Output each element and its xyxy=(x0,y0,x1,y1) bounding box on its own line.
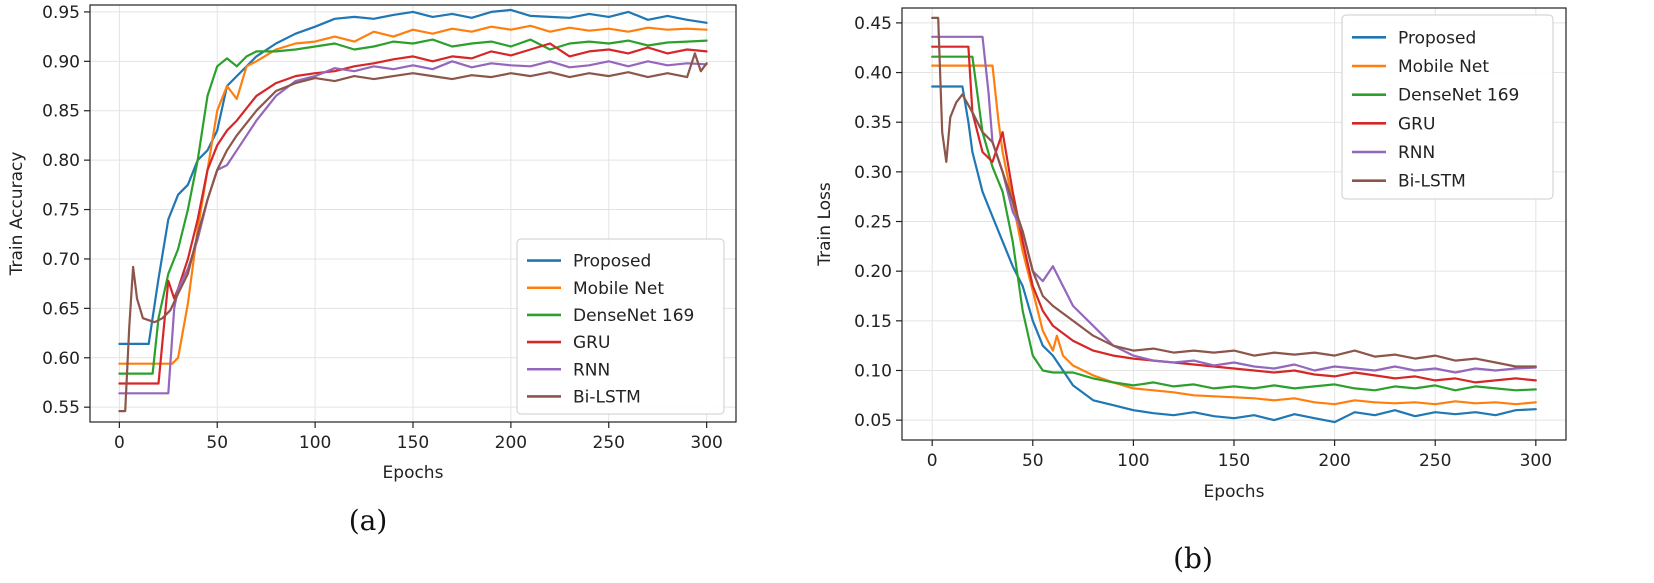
b-y-tick-label-7: 0.40 xyxy=(854,64,892,84)
b-legend: Proposed Mobile Net DenseNet 169 GRU RNN Bi-L… xyxy=(1341,14,1554,200)
b-x-axis-label: Epochs xyxy=(1204,482,1265,502)
a-series-line-proposed xyxy=(118,8,708,345)
a-y-tick-label-7: 0.90 xyxy=(42,52,80,72)
b-series-line-bi-lstm xyxy=(931,16,1537,368)
a-y-axis-label: Train Accuracy xyxy=(7,152,27,277)
b-x-tick-label-0: 0 xyxy=(927,451,938,471)
a-y-tick-label-6: 0.85 xyxy=(42,102,80,122)
a-y-tick-label-8: 0.95 xyxy=(42,3,80,23)
b-y-tick-label-0: 0.05 xyxy=(854,411,892,431)
b-y-tick-label-3: 0.20 xyxy=(854,262,892,282)
a-legend: Proposed Mobile Net DenseNet 169 GRU RNN Bi-L… xyxy=(516,238,725,415)
b-series-line-proposed xyxy=(931,85,1537,424)
a-x-axis-label: Epochs xyxy=(383,463,444,483)
b-y-tick-label-6: 0.35 xyxy=(854,113,892,133)
b-y-tick-label-2: 0.15 xyxy=(854,312,892,332)
b-legend-label-4: RNN xyxy=(1398,143,1435,163)
b-legend-label-5: Bi-LSTM xyxy=(1398,172,1466,192)
chart-a-train-accuracy: 0 50 100 150 200 250 300 0.55 0.60 0.65 0.70 0.75 0.… xyxy=(7,3,737,537)
a-series-line-densenet-169 xyxy=(118,38,708,375)
a-legend-label-3: GRU xyxy=(573,333,610,353)
a-y-tick-label-4: 0.75 xyxy=(42,201,80,221)
b-y-tick-label-8: 0.45 xyxy=(854,14,892,34)
b-y-tick-label-1: 0.10 xyxy=(854,361,892,381)
b-series-line-gru xyxy=(931,45,1537,384)
a-legend-box xyxy=(516,238,725,415)
b-legend-label-0: Proposed xyxy=(1398,28,1476,48)
b-x-tick-label-3: 150 xyxy=(1218,451,1250,471)
b-x-tick-label-5: 250 xyxy=(1419,451,1451,471)
b-y-tick-label-5: 0.30 xyxy=(854,163,892,183)
a-y-tick-label-0: 0.55 xyxy=(42,398,80,418)
a-x-tick-label-2: 100 xyxy=(299,433,331,453)
b-legend-label-2: DenseNet 169 xyxy=(1398,86,1519,106)
a-y-tick-label-1: 0.60 xyxy=(42,349,80,369)
a-series-line-gru xyxy=(118,42,708,385)
b-legend-box xyxy=(1341,14,1554,200)
b-y-axis-label: Train Loss xyxy=(815,182,835,267)
a-legend-label-5: Bi-LSTM xyxy=(573,387,641,407)
b-x-tick-label-4: 200 xyxy=(1318,451,1350,471)
b-x-tick-label-6: 300 xyxy=(1520,451,1552,471)
b-series-line-densenet-169 xyxy=(931,55,1537,392)
a-y-tick-label-3: 0.70 xyxy=(42,250,80,270)
a-legend-label-4: RNN xyxy=(573,360,610,380)
a-legend-label-1: Mobile Net xyxy=(573,279,664,299)
b-legend-label-1: Mobile Net xyxy=(1398,57,1489,77)
a-x-tick-label-3: 150 xyxy=(397,433,429,453)
a-x-tick-label-5: 250 xyxy=(593,433,625,453)
b-y-tick-label-4: 0.25 xyxy=(854,213,892,233)
a-series-line-bi-lstm xyxy=(118,52,708,413)
b-legend-label-3: GRU xyxy=(1398,114,1435,134)
chart-b-train-loss: 0 50 100 150 200 250 300 0.05 0.10 0.15 0.20 0.25 0.… xyxy=(815,7,1567,575)
a-x-tick-label-1: 50 xyxy=(206,433,228,453)
a-legend-label-0: Proposed xyxy=(573,252,651,272)
b-x-tick-label-2: 100 xyxy=(1117,451,1149,471)
a-legend-label-2: DenseNet 169 xyxy=(573,306,694,326)
a-x-tick-label-0: 0 xyxy=(114,433,125,453)
b-x-tick-label-1: 50 xyxy=(1022,451,1044,471)
a-panel-caption: (a) xyxy=(349,504,388,537)
a-x-tick-label-6: 300 xyxy=(690,433,722,453)
a-series-line-rnn xyxy=(118,60,708,395)
b-series-line-mobile-net xyxy=(931,64,1537,406)
a-x-tick-label-4: 200 xyxy=(495,433,527,453)
a-y-tick-label-5: 0.80 xyxy=(42,151,80,171)
b-panel-caption: (b) xyxy=(1173,542,1213,575)
a-y-tick-label-2: 0.65 xyxy=(42,299,80,319)
